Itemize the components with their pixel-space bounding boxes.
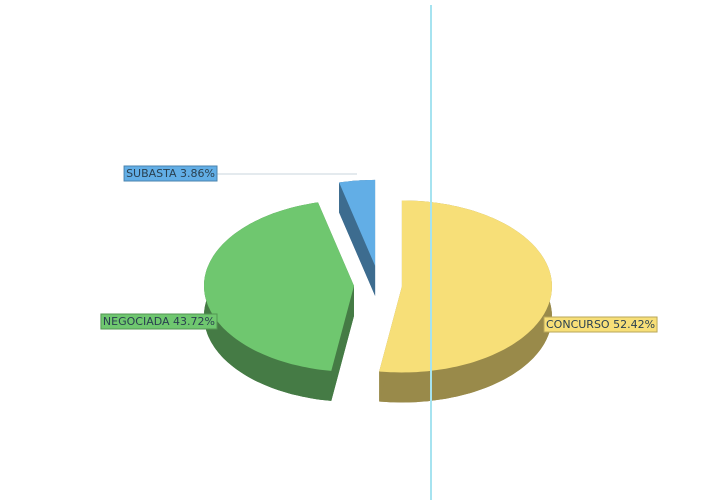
value-label: 52.42% bbox=[613, 318, 655, 331]
category-label: NEGOCIADA bbox=[103, 315, 170, 328]
category-label: CONCURSO bbox=[546, 318, 610, 331]
data-label: SUBASTA 3.86% bbox=[126, 167, 215, 180]
category-label: SUBASTA bbox=[126, 167, 177, 180]
data-label: NEGOCIADA 43.72% bbox=[103, 315, 215, 328]
slice bbox=[379, 200, 552, 373]
value-label: 43.72% bbox=[173, 315, 215, 328]
value-label: 3.86% bbox=[180, 167, 215, 180]
pie bbox=[204, 179, 552, 403]
label-box bbox=[123, 165, 218, 182]
data-label: CONCURSO 52.42% bbox=[546, 318, 655, 331]
label-box bbox=[100, 313, 218, 330]
slice bbox=[339, 179, 376, 266]
label-box bbox=[543, 316, 658, 333]
slice-side bbox=[331, 285, 354, 401]
slice bbox=[204, 202, 354, 371]
slice-side bbox=[339, 182, 376, 296]
